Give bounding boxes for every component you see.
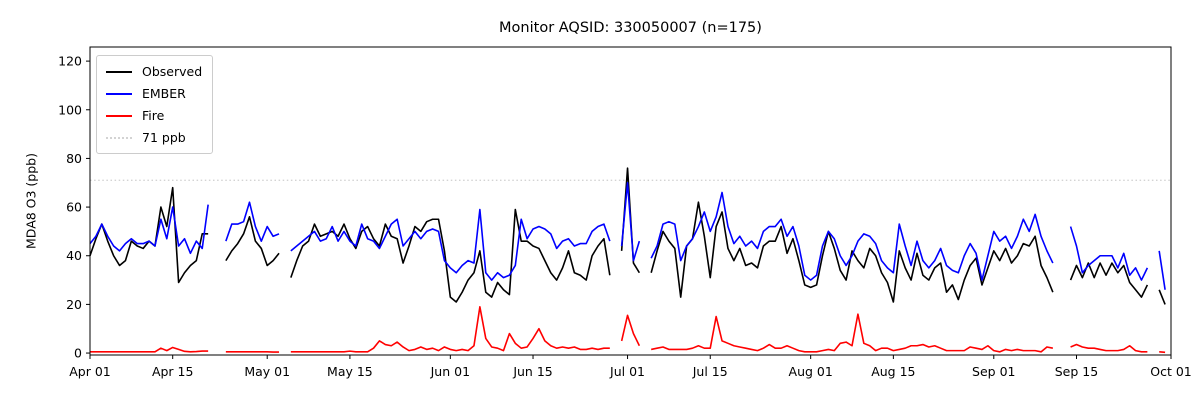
svg-text:120: 120 bbox=[58, 54, 82, 69]
svg-text:Sep 01: Sep 01 bbox=[972, 364, 1015, 379]
ember-line-swatch bbox=[106, 92, 132, 95]
svg-text:100: 100 bbox=[58, 102, 82, 117]
svg-text:80: 80 bbox=[66, 151, 82, 166]
svg-text:Oct 01: Oct 01 bbox=[1150, 364, 1192, 379]
svg-text:May 01: May 01 bbox=[244, 364, 290, 379]
svg-text:Aug 15: Aug 15 bbox=[871, 364, 915, 379]
svg-text:Jun 15: Jun 15 bbox=[512, 364, 552, 379]
legend-label-threshold: 71 ppb bbox=[142, 130, 186, 145]
legend-label-fire: Fire bbox=[142, 108, 165, 123]
observed-line-swatch bbox=[106, 70, 132, 73]
svg-text:Jun 01: Jun 01 bbox=[430, 364, 470, 379]
legend-label-observed: Observed bbox=[142, 64, 203, 79]
svg-text:40: 40 bbox=[66, 248, 82, 263]
chart-title: Monitor AQSID: 330050007 (n=175) bbox=[499, 20, 762, 36]
svg-text:May 15: May 15 bbox=[327, 364, 373, 379]
threshold-line-swatch bbox=[106, 136, 132, 139]
svg-text:20: 20 bbox=[66, 297, 82, 312]
legend: Observed EMBER Fire 71 ppb bbox=[96, 55, 214, 154]
legend-item-ember: EMBER bbox=[106, 86, 202, 101]
svg-text:Jul 15: Jul 15 bbox=[692, 364, 728, 379]
svg-text:Apr 15: Apr 15 bbox=[152, 364, 194, 379]
svg-text:Sep 15: Sep 15 bbox=[1055, 364, 1098, 379]
svg-text:Aug 01: Aug 01 bbox=[789, 364, 833, 379]
legend-item-threshold: 71 ppb bbox=[106, 130, 202, 145]
svg-text:Jul 01: Jul 01 bbox=[609, 364, 645, 379]
svg-text:0: 0 bbox=[74, 346, 82, 361]
legend-label-ember: EMBER bbox=[142, 86, 186, 101]
svg-text:60: 60 bbox=[66, 200, 82, 215]
legend-item-observed: Observed bbox=[106, 64, 202, 79]
legend-item-fire: Fire bbox=[106, 108, 202, 123]
fire-line-swatch bbox=[106, 114, 132, 117]
svg-text:Apr 01: Apr 01 bbox=[69, 364, 111, 379]
